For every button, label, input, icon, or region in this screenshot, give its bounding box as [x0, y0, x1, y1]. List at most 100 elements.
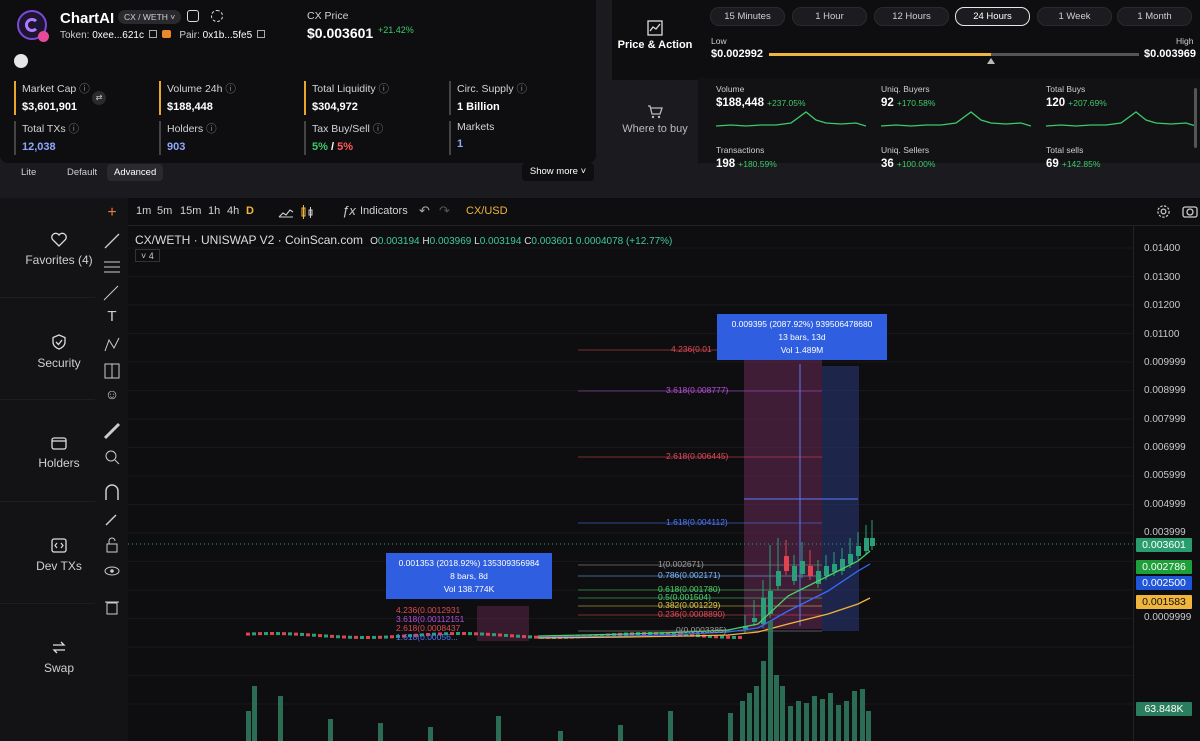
volume-bar	[768, 621, 773, 741]
metrics-scrollbar[interactable]	[1194, 88, 1197, 148]
candle	[870, 538, 875, 546]
interval-1m[interactable]: 1m	[136, 205, 152, 217]
legend-change: 0.0004078 (+12.77%)	[575, 236, 673, 247]
sidebar-item-security[interactable]: Security	[0, 300, 118, 400]
pencil-lock-icon[interactable]	[101, 508, 123, 530]
volume-bar	[378, 723, 383, 741]
convert-icon[interactable]: ⇄	[92, 91, 106, 105]
ruler-icon[interactable]	[101, 420, 123, 442]
sidebar-item-favorites[interactable]: Favorites (4)	[0, 198, 118, 298]
redo-icon[interactable]: ↷	[439, 203, 450, 218]
tab-advanced[interactable]: Advanced	[107, 164, 164, 181]
sidebar-item-dev-txs[interactable]: Dev TXs	[0, 504, 118, 604]
candle	[426, 633, 430, 637]
timeframe-15m[interactable]: 15 Minutes	[710, 7, 785, 26]
sidebar-item-holders[interactable]: Holders	[0, 402, 118, 502]
interval-4h[interactable]: 4h	[227, 205, 240, 217]
metric-label: Total Buys	[1046, 84, 1086, 94]
stat-value: $188,448	[167, 101, 213, 113]
volume-tag: 63.848K	[1136, 702, 1192, 716]
pair-chip[interactable]: CX / WETH ˅	[118, 10, 182, 24]
favorite-icon[interactable]	[187, 10, 199, 22]
indicators-button[interactable]: Indicators	[360, 205, 408, 217]
tab-where-to-buy[interactable]: Where to buy	[612, 80, 698, 163]
candle	[258, 632, 262, 636]
timeframe-1w[interactable]: 1 Week	[1037, 7, 1112, 26]
chain-icon	[14, 54, 28, 68]
candle	[776, 571, 781, 586]
candle	[784, 556, 789, 571]
bar-chart-type-icon[interactable]	[278, 206, 294, 218]
metric-change: +180.59%	[738, 159, 777, 169]
interval-5m[interactable]: 5m	[157, 205, 173, 217]
price-tag-current: 0.003601	[1136, 538, 1192, 552]
price-label: CX Price	[307, 10, 349, 22]
candle	[456, 632, 460, 636]
indicators-icon[interactable]: ƒx	[342, 203, 356, 218]
indicator-count[interactable]: ˅ 4	[135, 249, 160, 262]
trash-icon[interactable]	[101, 596, 123, 618]
eye-icon[interactable]	[101, 560, 123, 582]
undo-icon[interactable]: ↶	[419, 203, 430, 218]
fib-label: 0.786(0.002171)	[658, 570, 721, 580]
volume-bar	[246, 711, 251, 741]
horizontal-lines-icon[interactable]	[101, 256, 123, 278]
text-icon[interactable]: T	[107, 308, 117, 325]
timeframe-24h[interactable]: 24 Hours	[955, 7, 1030, 26]
candle-type-icon[interactable]	[300, 204, 314, 220]
metric-uniq-buyers: Uniq. Buyers 92 +170.58%	[881, 84, 935, 109]
lock-icon[interactable]	[101, 534, 123, 556]
range-marker	[987, 58, 995, 64]
copy-icon[interactable]	[148, 30, 157, 38]
emoji-icon[interactable]: ☺	[104, 386, 120, 402]
camera-icon[interactable]	[1182, 204, 1198, 218]
ma-line	[537, 550, 871, 637]
pattern-icon[interactable]	[101, 334, 123, 356]
zoom-icon[interactable]	[101, 446, 123, 468]
legend-o-label: O	[370, 236, 378, 247]
candle	[480, 632, 484, 636]
metric-volume: Volume $188,448 +237.05%	[716, 84, 806, 109]
metric-label: Uniq. Sellers	[881, 145, 930, 155]
pair-address[interactable]: 0x1b...5fe5	[202, 30, 253, 41]
interval-15m[interactable]: 15m	[180, 205, 202, 217]
metric-value: 92	[881, 97, 894, 109]
legend-high: 0.003969	[429, 236, 472, 247]
currency-toggle[interactable]: CX/USD	[466, 205, 508, 217]
fib-label-small: 1.618(0.00056...	[396, 632, 458, 642]
token-address[interactable]: 0xee...621c	[92, 30, 144, 41]
trendline-icon[interactable]	[101, 230, 123, 252]
wallet-icon	[51, 437, 67, 450]
show-more-button[interactable]: Show more ˅	[522, 163, 594, 181]
prediction-icon[interactable]	[101, 360, 123, 382]
stat-total-txs: Total TXs ⓘ 12,038	[14, 121, 79, 155]
timeframe-1h[interactable]: 1 Hour	[792, 7, 867, 26]
pair-chip-label: CX / WETH	[124, 12, 168, 22]
timeframe-1m[interactable]: 1 Month	[1117, 7, 1192, 26]
candle	[444, 632, 448, 636]
stat-label: Circ. Supply	[457, 83, 514, 95]
metamask-icon[interactable]	[161, 30, 171, 38]
tab-default[interactable]: Default	[67, 167, 98, 178]
magnet-icon[interactable]	[101, 482, 123, 504]
stat-tax: Tax Buy/Sell ⓘ 5% / 5%	[304, 121, 383, 155]
stat-value: 1	[457, 138, 464, 150]
price-chart-plot[interactable]	[128, 226, 1133, 741]
volume-bar	[496, 716, 501, 741]
tab-price-action[interactable]: Price & Action	[612, 0, 698, 78]
tab-lite[interactable]: Lite	[21, 167, 37, 178]
volume-bar	[828, 693, 833, 741]
interval-1h[interactable]: 1h	[208, 205, 221, 217]
chart-toolbar: 1m 5m 15m 1h 4h D ƒx Indicators ↶ ↷ CX/U…	[128, 198, 1200, 226]
timeframe-12h[interactable]: 12 Hours	[874, 7, 949, 26]
interval-d[interactable]: D	[246, 205, 254, 217]
copy-icon[interactable]	[256, 30, 265, 38]
chart-trend-icon	[647, 20, 663, 36]
sidebar-item-swap[interactable]: Swap	[0, 606, 118, 706]
measure-line: Vol 138.774K	[443, 584, 495, 594]
settings-icon[interactable]	[1156, 204, 1171, 219]
info-icon: ⓘ	[206, 123, 217, 135]
brush-icon[interactable]	[101, 282, 123, 304]
crosshair-icon[interactable]: +	[107, 204, 117, 221]
share-icon[interactable]	[211, 10, 223, 22]
